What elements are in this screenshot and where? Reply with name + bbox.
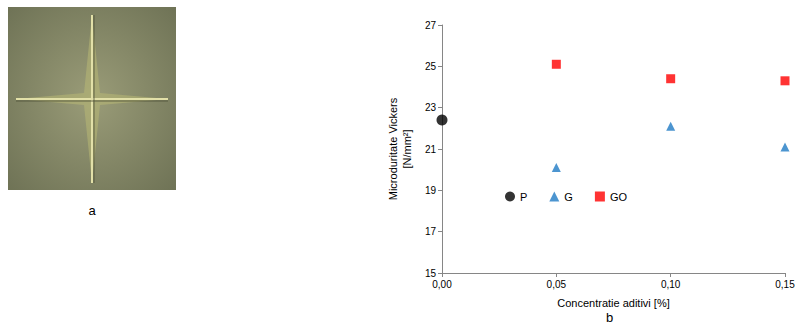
svg-text:0,00: 0,00 bbox=[432, 279, 452, 290]
svg-text:Concentratie aditivi [%]: Concentratie aditivi [%] bbox=[557, 297, 670, 309]
html-text:a: a bbox=[88, 203, 96, 218]
svg-text:17: 17 bbox=[425, 226, 437, 237]
svg-text:27: 27 bbox=[425, 20, 437, 31]
svg-text:P: P bbox=[520, 191, 527, 203]
svg-text:GO: GO bbox=[610, 191, 628, 203]
svg-text:25: 25 bbox=[425, 61, 437, 72]
svg-text:0,15: 0,15 bbox=[775, 279, 795, 290]
svg-text:G: G bbox=[564, 191, 573, 203]
svg-text:0,05: 0,05 bbox=[547, 279, 567, 290]
svg-text:19: 19 bbox=[425, 185, 437, 196]
svg-text:21: 21 bbox=[425, 144, 437, 155]
svg-text:[N/mm²]: [N/mm²] bbox=[401, 129, 413, 168]
svg-text:b: b bbox=[606, 310, 613, 325]
svg-text:23: 23 bbox=[425, 102, 437, 113]
svg-text:0,10: 0,10 bbox=[661, 279, 681, 290]
svg-text:15: 15 bbox=[425, 268, 437, 279]
svg-text:Microduritate Vickers: Microduritate Vickers bbox=[387, 97, 399, 200]
